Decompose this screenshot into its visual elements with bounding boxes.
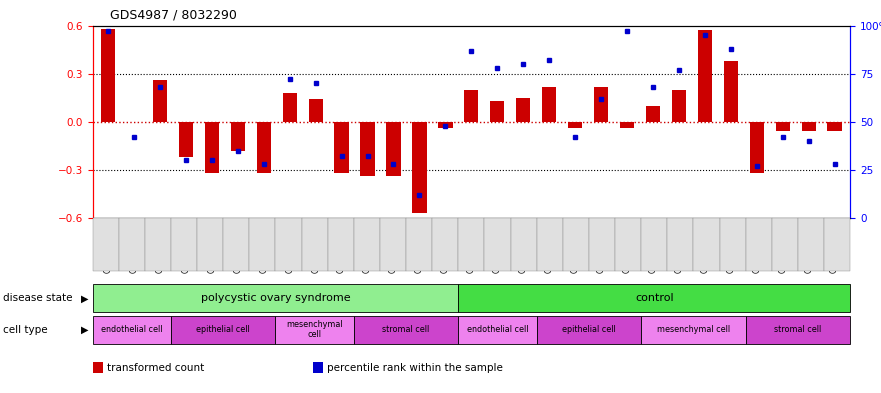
Bar bbox=[827, 122, 841, 131]
Text: endothelial cell: endothelial cell bbox=[467, 325, 529, 334]
Text: percentile rank within the sample: percentile rank within the sample bbox=[327, 363, 503, 373]
Bar bbox=[360, 122, 374, 176]
Text: epithelial cell: epithelial cell bbox=[196, 325, 250, 334]
Text: stromal cell: stromal cell bbox=[382, 325, 430, 334]
Bar bbox=[750, 122, 764, 173]
Text: ▶: ▶ bbox=[80, 293, 88, 303]
Text: polycystic ovary syndrome: polycystic ovary syndrome bbox=[201, 293, 351, 303]
Text: transformed count: transformed count bbox=[107, 363, 204, 373]
Bar bbox=[387, 122, 401, 176]
Text: epithelial cell: epithelial cell bbox=[562, 325, 616, 334]
Bar bbox=[542, 86, 556, 122]
Bar bbox=[231, 122, 245, 151]
Bar bbox=[412, 122, 426, 213]
Text: control: control bbox=[635, 293, 674, 303]
Bar bbox=[646, 106, 660, 122]
Text: ▶: ▶ bbox=[80, 325, 88, 335]
Text: GDS4987 / 8032290: GDS4987 / 8032290 bbox=[110, 9, 237, 22]
Text: mesenchymal cell: mesenchymal cell bbox=[657, 325, 730, 334]
Bar bbox=[594, 86, 608, 122]
Bar bbox=[516, 98, 530, 122]
Bar bbox=[308, 99, 322, 122]
Bar bbox=[698, 30, 712, 122]
Text: mesenchymal
cell: mesenchymal cell bbox=[286, 320, 343, 340]
Bar bbox=[101, 29, 115, 122]
Bar bbox=[335, 122, 349, 173]
Text: endothelial cell: endothelial cell bbox=[101, 325, 162, 334]
Bar bbox=[438, 122, 453, 128]
Bar bbox=[152, 80, 167, 122]
Bar bbox=[464, 90, 478, 122]
Text: stromal cell: stromal cell bbox=[774, 325, 822, 334]
Bar bbox=[283, 93, 297, 122]
Bar bbox=[568, 122, 582, 128]
Bar bbox=[672, 90, 686, 122]
Bar bbox=[620, 122, 634, 128]
Bar bbox=[204, 122, 219, 173]
Bar bbox=[723, 61, 738, 122]
Bar bbox=[490, 101, 505, 122]
Bar bbox=[256, 122, 270, 173]
Bar bbox=[179, 122, 193, 157]
Bar bbox=[802, 122, 816, 131]
Text: cell type: cell type bbox=[3, 325, 48, 335]
Text: disease state: disease state bbox=[3, 293, 72, 303]
Bar bbox=[775, 122, 790, 131]
